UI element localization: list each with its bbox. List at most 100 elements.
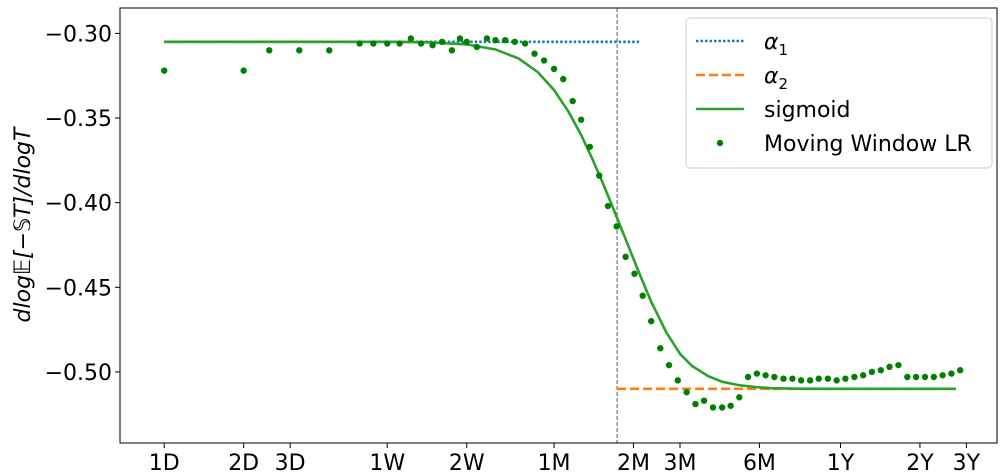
data-point [296, 47, 303, 54]
data-point [842, 375, 849, 382]
legend-label: α2 [764, 64, 788, 93]
legend-label: sigmoid [764, 98, 851, 123]
legend-marker [716, 139, 724, 147]
data-point [463, 38, 470, 46]
data-point [604, 202, 612, 210]
legend-label-subscript: 1 [779, 41, 789, 59]
data-point [417, 40, 425, 47]
data-point [674, 377, 682, 384]
data-point [859, 372, 867, 379]
data-point [647, 317, 655, 325]
data-point [824, 375, 832, 382]
legend-label-subscript: 2 [779, 75, 789, 93]
data-point [904, 373, 911, 381]
data-point [736, 394, 743, 401]
legend-label-main: sigmoid [764, 98, 851, 123]
data-point [448, 47, 456, 54]
y-tick-label: −0.45 [45, 276, 112, 301]
data-point [326, 47, 333, 54]
data-point [762, 372, 769, 379]
data-point [886, 363, 893, 371]
data-point [456, 35, 464, 42]
data-point [240, 67, 247, 74]
legend-label-main: α [764, 30, 779, 55]
data-point [511, 38, 519, 46]
data-point [356, 40, 363, 47]
data-point [939, 372, 946, 379]
data-point [622, 253, 629, 261]
data-point [657, 345, 664, 352]
data-point [771, 373, 778, 381]
data-point [851, 373, 858, 381]
data-point [930, 373, 938, 381]
data-point [407, 35, 415, 42]
data-point [806, 377, 814, 384]
data-point [815, 375, 822, 382]
x-tick-label: 3D [275, 451, 306, 473]
data-point [550, 65, 558, 73]
data-point [429, 42, 436, 49]
data-point [569, 97, 576, 105]
x-tick-label: 2W [449, 451, 485, 473]
y-axis-label: dlog𝔼[−𝕊T]/dlogT [11, 126, 36, 322]
data-point [540, 57, 548, 64]
data-point [744, 373, 752, 381]
data-point [753, 370, 761, 377]
x-tick-label: 3M [664, 451, 697, 473]
data-point [161, 67, 168, 74]
data-point [683, 389, 690, 396]
data-point [692, 400, 699, 408]
x-tick-label: 1Y [827, 451, 855, 473]
data-point [502, 36, 509, 44]
data-point [868, 368, 876, 376]
data-point [921, 373, 929, 381]
data-point [370, 40, 377, 47]
data-point [521, 40, 529, 47]
legend-label-main: α [764, 64, 779, 89]
y-tick-label: −0.50 [45, 361, 112, 386]
data-point [483, 35, 491, 42]
x-tick-label: 2M [617, 451, 650, 473]
legend-label: Moving Window LR [764, 132, 972, 157]
data-point [396, 40, 403, 47]
data-point [895, 361, 902, 369]
x-tick-label: 1W [369, 451, 405, 473]
data-point [384, 40, 391, 47]
data-point [631, 270, 638, 277]
legend-label-main: Moving Window LR [764, 132, 972, 157]
data-point [912, 373, 920, 381]
y-tick-label: −0.35 [45, 107, 112, 132]
data-point [639, 292, 646, 299]
x-tick-label: 3Y [953, 451, 981, 473]
data-point [956, 367, 964, 374]
x-tick-label: 6M [743, 451, 776, 473]
data-point [718, 404, 726, 411]
data-point [780, 375, 787, 382]
legend-box [685, 17, 993, 169]
data-point [948, 370, 955, 377]
data-point [877, 367, 885, 374]
data-point [613, 223, 620, 230]
data-point [586, 143, 594, 150]
data-point [797, 377, 805, 384]
legend-label: α1 [764, 30, 788, 59]
x-tick-label: 1D [149, 451, 180, 473]
data-point [266, 47, 273, 54]
data-point [665, 361, 673, 369]
data-point [492, 36, 499, 44]
data-point [438, 38, 446, 46]
data-point [596, 172, 603, 179]
y-tick-label: −0.30 [45, 22, 112, 47]
data-point [727, 402, 734, 409]
data-point [577, 116, 585, 123]
data-point [473, 43, 481, 51]
x-tick-label: 1M [538, 451, 571, 473]
data-point [700, 397, 708, 404]
x-tick-label: 2Y [906, 451, 934, 473]
data-point [531, 50, 538, 57]
x-tick-label: 2D [228, 451, 259, 473]
data-point [789, 375, 796, 382]
data-point [709, 404, 717, 411]
